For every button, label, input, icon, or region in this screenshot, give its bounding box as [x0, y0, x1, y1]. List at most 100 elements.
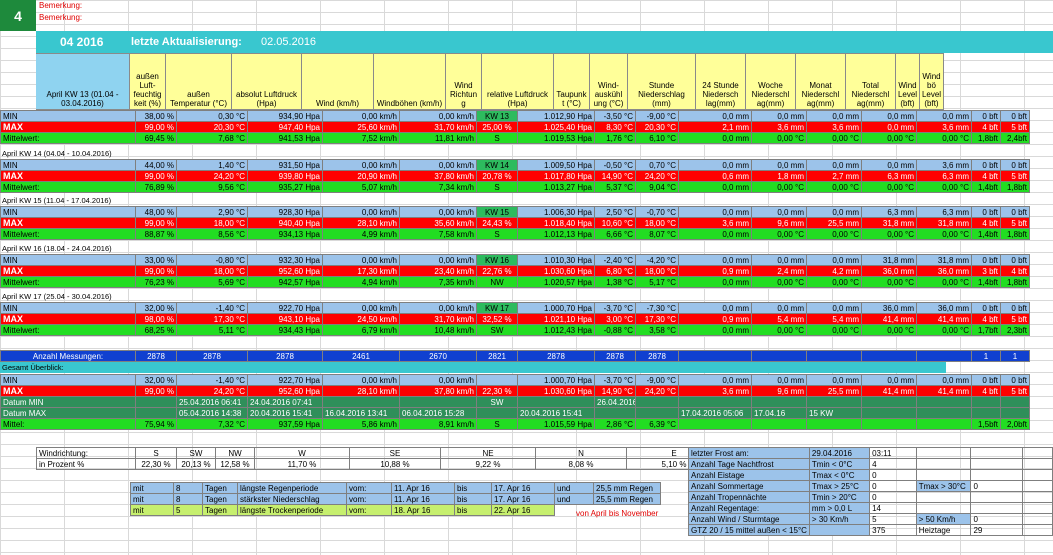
table-cell[interactable]: 5 bft: [1000, 121, 1030, 133]
table-cell[interactable]: [916, 350, 972, 362]
table-cell[interactable]: 0,00 °C: [751, 228, 807, 240]
table-cell[interactable]: 2,0bft: [1000, 418, 1030, 430]
stats-cell[interactable]: Tmax > 25°C: [808, 480, 871, 492]
table-cell[interactable]: 0,00 °C: [751, 324, 807, 336]
stats-cell[interactable]: Anzahl Tage Nachtfrost: [688, 458, 810, 470]
table-cell[interactable]: 0,0 mm: [751, 159, 807, 171]
stats-cell[interactable]: [1021, 491, 1053, 503]
table-cell[interactable]: 1,8bft: [1000, 181, 1030, 193]
table-cell[interactable]: 0,9 mm: [678, 313, 752, 325]
table-cell[interactable]: 99,00 %: [135, 217, 177, 229]
table-cell[interactable]: 20,30 °C: [176, 121, 248, 133]
table-cell[interactable]: [916, 418, 972, 430]
table-cell[interactable]: 1.009,50 Hpa: [517, 159, 595, 171]
table-cell[interactable]: [861, 407, 917, 419]
period-cell[interactable]: 11. Apr 16: [391, 482, 455, 494]
period-cell[interactable]: 5: [173, 504, 203, 516]
stats-cell[interactable]: Anzahl Eistage: [688, 469, 810, 481]
row-label[interactable]: MIN: [0, 110, 136, 122]
table-cell[interactable]: 4 bft: [971, 121, 1001, 133]
table-cell[interactable]: -9,00 °C: [635, 374, 679, 386]
table-cell[interactable]: 18,00 °C: [176, 217, 248, 229]
stats-cell[interactable]: Tmax > 30°C: [915, 480, 972, 492]
table-cell[interactable]: 05.04.2016 14:38: [176, 407, 248, 419]
wind-dir[interactable]: NW: [215, 447, 255, 459]
period-cell[interactable]: vom:: [346, 493, 392, 505]
table-cell[interactable]: [678, 418, 752, 430]
table-cell[interactable]: 4 bft: [1000, 265, 1030, 277]
table-cell[interactable]: 0,0 mm: [678, 132, 752, 144]
table-cell[interactable]: 0,0 mm: [678, 324, 752, 336]
table-cell[interactable]: 0,00 °C: [806, 324, 862, 336]
table-cell[interactable]: 0,0 mm: [806, 159, 862, 171]
table-cell[interactable]: 31,8 mm: [916, 217, 972, 229]
table-cell[interactable]: 16.04.2016 13:41: [322, 407, 400, 419]
table-cell[interactable]: 2,86 °C: [594, 418, 636, 430]
table-cell[interactable]: 2,50 °C: [594, 206, 636, 218]
table-cell[interactable]: 5 bft: [1000, 217, 1030, 229]
table-cell[interactable]: 940,40 Hpa: [247, 217, 323, 229]
stats-cell[interactable]: Anzahl Regentage:: [688, 502, 810, 514]
table-cell[interactable]: 0,0 mm: [678, 228, 752, 240]
period-cell[interactable]: Tagen: [202, 504, 238, 516]
stats-cell[interactable]: [915, 502, 972, 514]
row-label[interactable]: MIN: [0, 254, 136, 266]
stats-cell[interactable]: [1021, 480, 1053, 492]
stats-cell[interactable]: 0: [970, 480, 1023, 492]
table-cell[interactable]: 952,60 Hpa: [247, 385, 323, 397]
table-cell[interactable]: 25,5 mm: [806, 217, 862, 229]
row-label[interactable]: MAX: [0, 170, 136, 182]
table-cell[interactable]: 4 bft: [971, 313, 1001, 325]
table-cell[interactable]: 1.030,60 Hpa: [517, 265, 595, 277]
table-cell[interactable]: 24,20 °C: [635, 385, 679, 397]
row-label[interactable]: MAX: [0, 121, 136, 133]
stats-cell[interactable]: 375: [869, 524, 917, 536]
table-cell[interactable]: 24,20 °C: [635, 170, 679, 182]
table-cell[interactable]: 2821: [476, 350, 518, 362]
row-label[interactable]: Mittelwert:: [0, 228, 136, 240]
period-cell[interactable]: 8: [173, 493, 203, 505]
table-cell[interactable]: 1.000,70 Hpa: [517, 302, 595, 314]
table-cell[interactable]: 76,89 %: [135, 181, 177, 193]
table-cell[interactable]: 5,4 mm: [806, 313, 862, 325]
table-cell[interactable]: 0,00 km/h: [322, 254, 400, 266]
table-cell[interactable]: 1.012,43 Hpa: [517, 324, 595, 336]
table-cell[interactable]: 2878: [135, 350, 177, 362]
table-cell[interactable]: 0,0 mm: [751, 254, 807, 266]
row-label[interactable]: Mittelwert:: [0, 181, 136, 193]
table-cell[interactable]: 952,60 Hpa: [247, 265, 323, 277]
table-cell[interactable]: 8,07 °C: [635, 228, 679, 240]
table-cell[interactable]: 934,13 Hpa: [247, 228, 323, 240]
table-cell[interactable]: [861, 350, 917, 362]
row-label[interactable]: Datum MIN: [0, 396, 136, 408]
table-cell[interactable]: 2,4bft: [1000, 132, 1030, 144]
table-cell[interactable]: 1,4bft: [971, 181, 1001, 193]
table-cell[interactable]: 934,90 Hpa: [247, 110, 323, 122]
table-cell[interactable]: 18,00 °C: [635, 265, 679, 277]
table-cell[interactable]: 38,00 %: [135, 110, 177, 122]
stats-cell[interactable]: [970, 447, 1023, 459]
table-cell[interactable]: 10,48 km/h: [399, 324, 477, 336]
table-cell[interactable]: 1.020,57 Hpa: [517, 276, 595, 288]
table-cell[interactable]: 8,56 °C: [176, 228, 248, 240]
table-cell[interactable]: [476, 374, 518, 386]
wind-dir[interactable]: N: [535, 447, 627, 459]
table-cell[interactable]: 1.000,70 Hpa: [517, 374, 595, 386]
table-cell[interactable]: 4 bft: [971, 217, 1001, 229]
table-cell[interactable]: -3,70 °C: [594, 374, 636, 386]
stats-cell[interactable]: 5: [869, 513, 917, 525]
row-label[interactable]: MIN: [0, 302, 136, 314]
table-cell[interactable]: 69,45 %: [135, 132, 177, 144]
table-cell[interactable]: 5,11 °C: [176, 324, 248, 336]
table-cell[interactable]: [861, 418, 917, 430]
table-cell[interactable]: 41,4 mm: [916, 313, 972, 325]
table-cell[interactable]: 24,43 %: [476, 217, 518, 229]
table-cell[interactable]: 36,0 mm: [916, 302, 972, 314]
period-cell[interactable]: Tagen: [202, 493, 238, 505]
table-cell[interactable]: 934,43 Hpa: [247, 324, 323, 336]
table-cell[interactable]: 99,00 %: [135, 121, 177, 133]
table-cell[interactable]: 922,70 Hpa: [247, 374, 323, 386]
stats-cell[interactable]: [970, 502, 1023, 514]
row-label[interactable]: MAX: [0, 385, 136, 397]
table-cell[interactable]: 99,00 %: [135, 170, 177, 182]
